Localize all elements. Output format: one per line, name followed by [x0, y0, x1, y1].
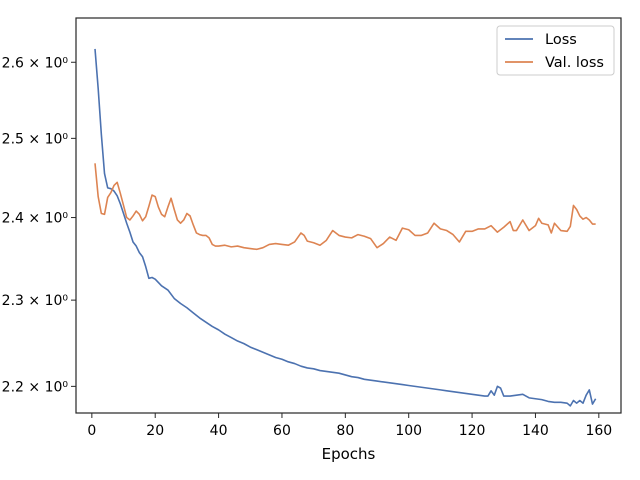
y-tick-label: 2.3 × 10⁰	[2, 293, 69, 309]
plot-lines	[94, 48, 597, 407]
y-tick-label: 2.2 × 10⁰	[2, 379, 69, 395]
legend-label-val-loss: Val. loss	[545, 55, 604, 71]
legend-label-loss: Loss	[545, 32, 577, 48]
x-tick-label: 60	[273, 423, 291, 439]
y-tick-label: 2.6 × 10⁰	[2, 55, 69, 71]
plot-frame	[75, 17, 622, 414]
series-line-val-loss	[94, 163, 596, 251]
x-tick-label: 160	[585, 423, 612, 439]
x-tick-label: 100	[395, 423, 422, 439]
x-tick-label: 20	[146, 423, 164, 439]
x-tick-label: 80	[336, 423, 354, 439]
y-tick-label: 2.4 × 10⁰	[2, 211, 69, 227]
x-tick-label: 40	[210, 423, 228, 439]
series-line-loss	[94, 48, 597, 407]
x-axis-label: Epochs	[322, 445, 376, 463]
legend: Loss Val. loss	[496, 25, 615, 76]
x-axis: 0 20 40 60 80 100 120 140 160	[87, 413, 612, 439]
x-tick-label: 120	[459, 423, 486, 439]
x-tick-label: 0	[87, 423, 96, 439]
y-tick-label: 2.5 × 10⁰	[2, 131, 69, 147]
x-tick-label: 140	[522, 423, 549, 439]
y-axis: 2.2 × 10⁰ 2.3 × 10⁰ 2.4 × 10⁰ 2.5 × 10⁰ 2.6 …	[2, 55, 76, 395]
